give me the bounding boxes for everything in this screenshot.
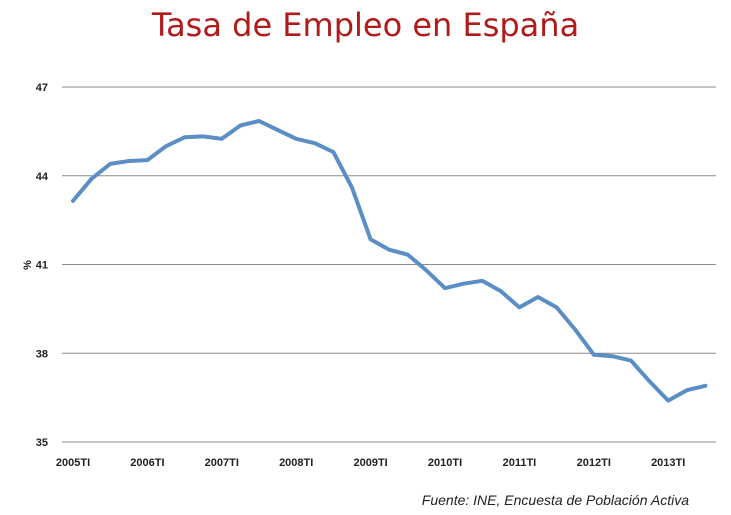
x-tick-label: 2008TI [279, 457, 313, 469]
x-tick-label: 2007TI [205, 457, 239, 469]
source-note: Fuente: INE, Encuesta de Población Activ… [421, 492, 689, 508]
y-tick-label: 38 [36, 348, 48, 360]
x-tick-label: 2009TI [353, 457, 387, 469]
x-tick-label: 2006TI [130, 457, 164, 469]
x-tick-label: 2010TI [428, 457, 462, 469]
x-tick-label: 2013TI [651, 457, 685, 469]
x-tick-label: 2012TI [577, 457, 611, 469]
y-tick-label: 41 [36, 260, 48, 272]
y-axis-label: % [22, 260, 34, 270]
chart-title: Tasa de Empleo en España [151, 6, 580, 44]
y-tick-label: 35 [36, 437, 48, 449]
series-line [71, 119, 708, 403]
y-tick-label: 47 [36, 82, 48, 94]
x-tick-label: 2011TI [503, 457, 537, 469]
y-tick-label: 44 [36, 171, 49, 183]
x-tick-label: 2005TI [56, 457, 90, 469]
